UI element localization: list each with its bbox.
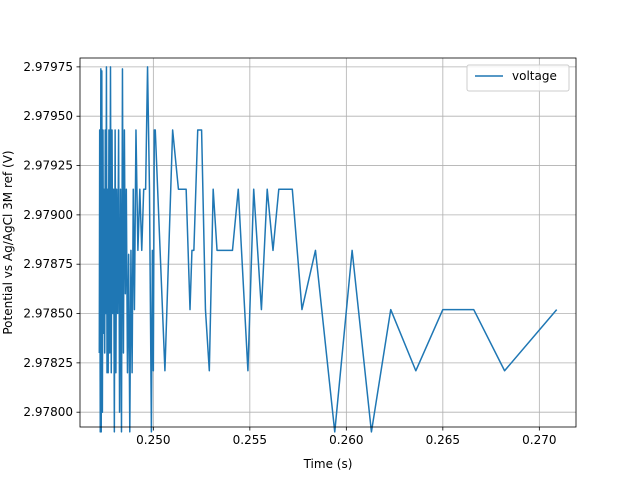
x-tick-label: 0.260	[329, 433, 363, 447]
y-tick-label: 2.97975	[23, 60, 73, 74]
plot-area-frame	[79, 57, 577, 428]
series-line-voltage	[98, 66, 558, 433]
y-tick-label: 2.97925	[23, 159, 73, 173]
y-axis-label: Potential vs Ag/AgCl 3M ref (V)	[1, 150, 15, 334]
series-group	[98, 66, 558, 433]
x-tick-label: 0.250	[136, 433, 170, 447]
y-tick-label: 2.97900	[23, 208, 73, 222]
y-tick-label: 2.97875	[23, 257, 73, 271]
legend-box	[466, 64, 570, 92]
x-tick-label: 0.265	[426, 433, 460, 447]
x-axis-label: Time (s)	[303, 457, 353, 471]
x-axis-ticks: 0.250 0.255 0.260 0.265 0.270	[136, 427, 557, 447]
legend: voltage	[466, 64, 570, 92]
x-tick-label: 0.270	[522, 433, 556, 447]
y-tick-label: 2.97850	[23, 307, 73, 321]
legend-label-voltage: voltage	[512, 69, 557, 83]
y-tick-label: 2.97800	[23, 405, 73, 419]
y-axis-ticks: 2.97800 2.97825 2.97850 2.97875 2.97900 2.979…	[23, 60, 80, 419]
y-tick-label: 2.97825	[23, 356, 73, 370]
y-tick-label: 2.97950	[23, 109, 73, 123]
x-tick-label: 0.255	[233, 433, 267, 447]
